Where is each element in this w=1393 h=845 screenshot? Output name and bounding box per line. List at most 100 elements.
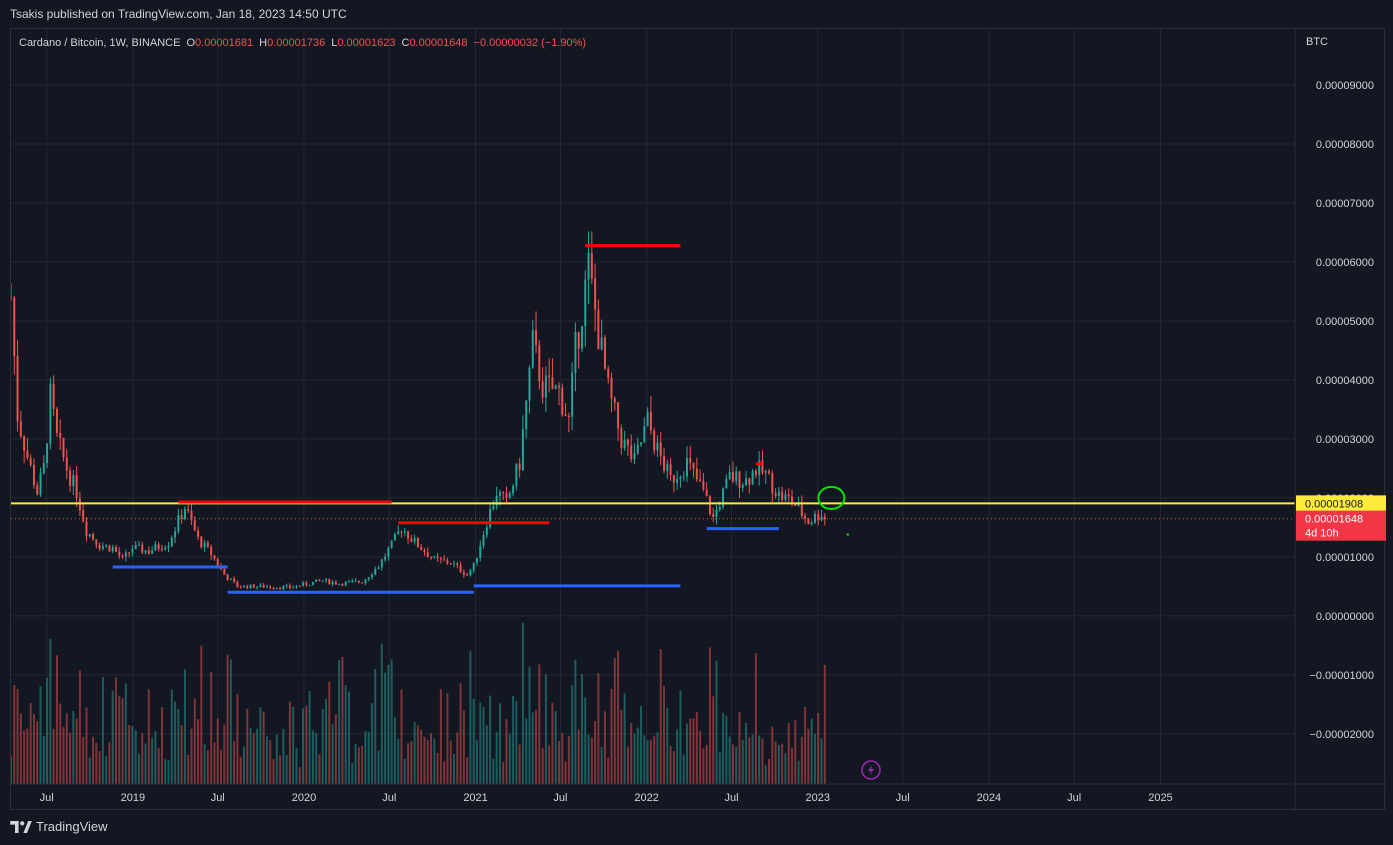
volume-bar [456, 732, 459, 784]
candle-body [151, 550, 154, 554]
volume-bar [124, 683, 127, 784]
candle-body [544, 375, 547, 398]
volume-bar [820, 738, 823, 784]
price-label-current: 0.00001648 [1305, 514, 1363, 526]
footer-brand[interactable]: TradingView [36, 819, 108, 834]
candle-body [623, 439, 626, 448]
candle-body [508, 493, 511, 498]
volume-bar [49, 638, 52, 784]
candle-body [571, 372, 574, 417]
candle-body [485, 527, 488, 536]
candle-body [157, 544, 160, 550]
candle-body [131, 549, 134, 553]
candle-body [718, 507, 721, 510]
volume-bar [587, 734, 590, 784]
candle-body [466, 574, 469, 576]
volume-bar [236, 694, 239, 784]
volume-bar [361, 745, 364, 784]
volume-bar [177, 708, 180, 784]
volume-bar [243, 746, 245, 784]
volume-bar [229, 659, 232, 784]
volume-bar [420, 729, 423, 784]
candle-body [321, 580, 324, 582]
legend-exchange: BINANCE [132, 37, 181, 49]
candle-body [42, 463, 45, 473]
x-tick-label: Jul [553, 792, 567, 804]
volume-bar [160, 707, 163, 784]
candle-body [111, 547, 114, 552]
volume-bar [249, 727, 252, 784]
candle-body [292, 587, 295, 589]
volume-bar [525, 718, 528, 784]
volume-bar [466, 757, 469, 784]
candle-body [708, 496, 711, 514]
volume-bar [498, 703, 501, 784]
price-chart[interactable]: 0.00009000 0.00008000 0.00007000 0.00006000… [11, 29, 1386, 811]
volume-bar [561, 732, 564, 784]
candle-body [686, 458, 688, 477]
volume-bar [285, 755, 288, 784]
volume-bar [643, 735, 646, 784]
candle-body [344, 581, 347, 586]
volume-bar [479, 702, 482, 784]
volume-bar [764, 765, 767, 784]
y-tick-label: 0.00004000 [1316, 375, 1374, 387]
candle-body [774, 493, 777, 497]
candle-body [548, 375, 551, 378]
candle-body [108, 545, 111, 552]
lightning-icon[interactable] [861, 760, 881, 780]
candle-body [630, 445, 633, 460]
volume-bar [708, 647, 711, 784]
chart-frame[interactable]: 0.00009000 0.00008000 0.00007000 0.00006000… [10, 28, 1386, 811]
candle-body [603, 337, 606, 369]
candle-body [610, 377, 613, 399]
candle-body [531, 330, 534, 368]
volume-bar [594, 720, 597, 784]
volume-bar [26, 728, 29, 784]
volume-bar [623, 693, 626, 784]
candle-body [764, 471, 767, 473]
volume-bar [768, 759, 771, 784]
volume-bar [59, 703, 62, 784]
candle-body [745, 478, 748, 486]
volume-bar [115, 677, 117, 784]
candle-body [137, 544, 140, 546]
volume-bar [794, 720, 797, 784]
volume-bar [669, 745, 672, 784]
x-tick-label: 2021 [463, 792, 487, 804]
candle-body [338, 583, 341, 585]
volume-bar [154, 731, 157, 784]
candle-body [272, 587, 275, 589]
volume-bar [374, 668, 377, 784]
x-tick-label: Jul [382, 792, 396, 804]
volume-bar [190, 728, 193, 784]
volume-bar [453, 754, 455, 784]
candle-body [433, 556, 436, 558]
candle-body [236, 581, 239, 588]
volume-bar [754, 653, 757, 784]
candle-body [101, 546, 104, 549]
candle-body [423, 550, 426, 553]
y-tick-label: 0.00003000 [1316, 434, 1374, 446]
candle-body [620, 428, 623, 448]
volume-bar [817, 712, 820, 784]
volume-bar [164, 759, 167, 784]
volume-bar [98, 751, 101, 784]
legend-h-label: H [259, 37, 267, 49]
candle-body [679, 477, 682, 480]
candle-body [275, 587, 278, 589]
volume-bar [174, 701, 177, 784]
candle-body [426, 552, 429, 558]
candle-body [190, 510, 193, 521]
x-tick-label: 2024 [977, 792, 1001, 804]
y-tick-label: 0.00007000 [1316, 198, 1374, 210]
volume-bar [646, 740, 649, 784]
candle-body [49, 383, 52, 444]
candle-body [239, 587, 242, 589]
volume-bar [603, 711, 606, 784]
volume-bar [101, 677, 104, 784]
volume-bar [137, 753, 140, 784]
volume-bar [430, 733, 433, 784]
volume-bar [351, 762, 354, 784]
volume-bar [679, 690, 682, 784]
